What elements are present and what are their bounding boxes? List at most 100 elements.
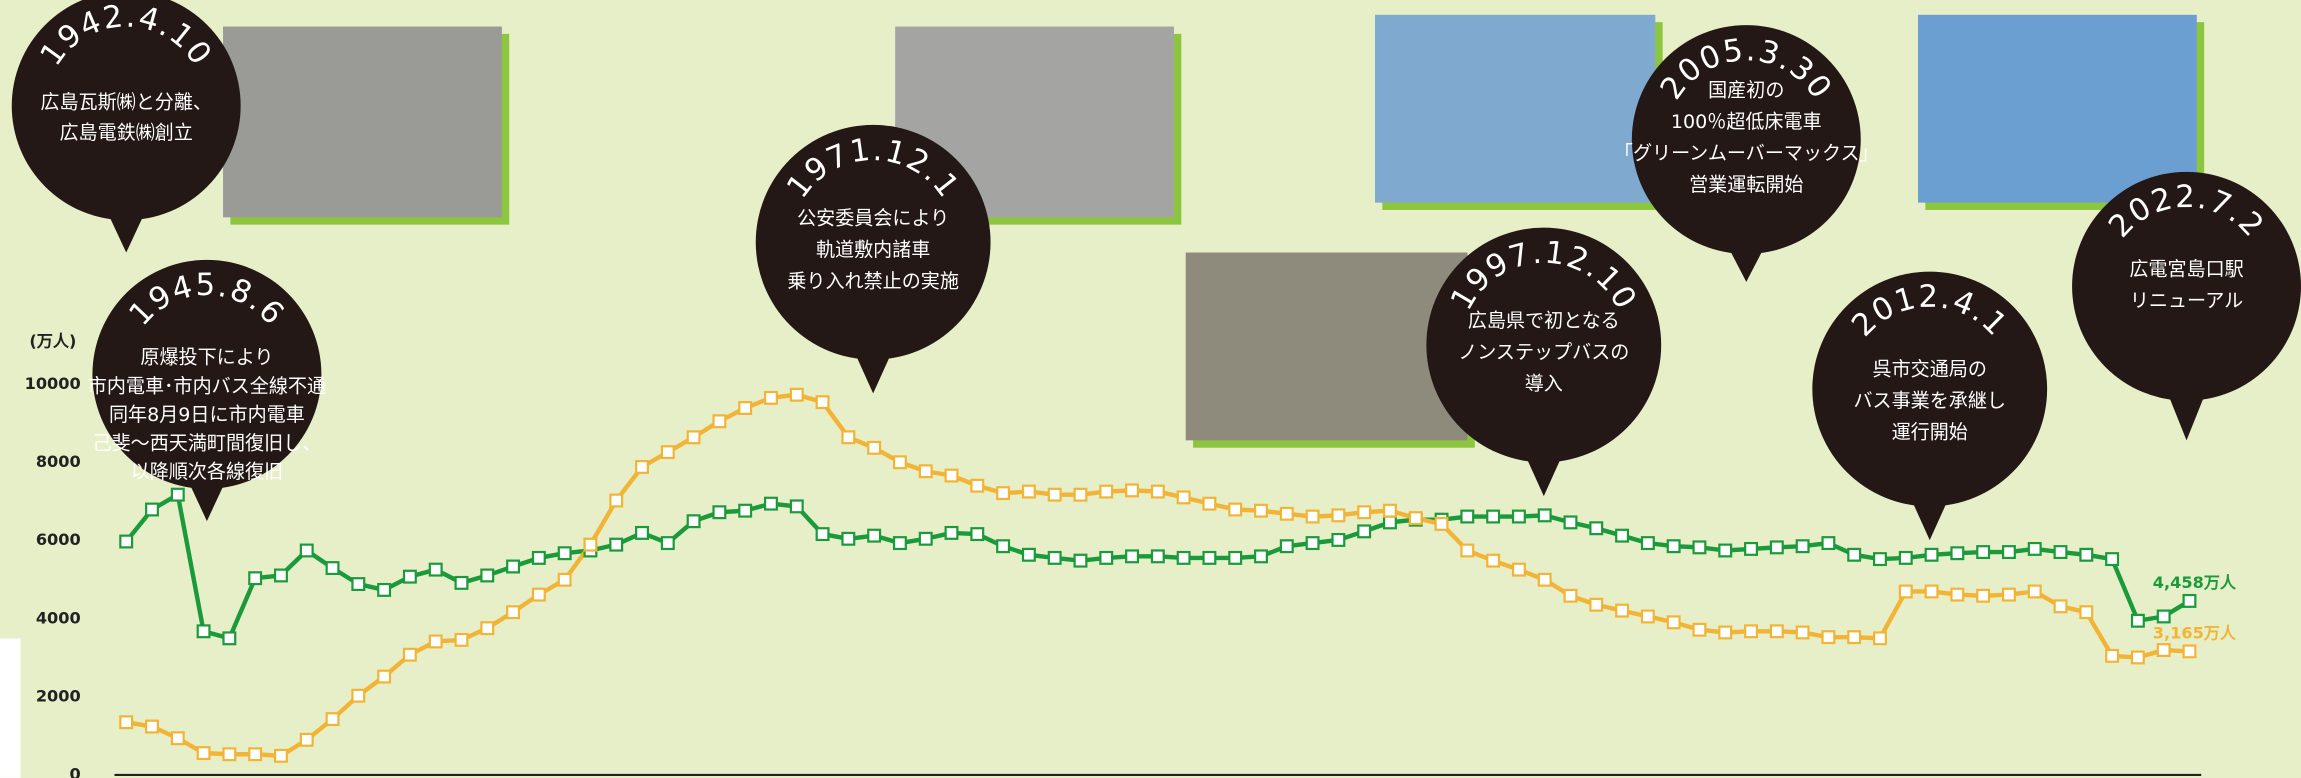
point-marker: [402, 647, 417, 662]
bubble: [2072, 171, 2301, 401]
point-marker: [1511, 562, 1526, 577]
point-marker: [1073, 553, 1088, 568]
point-marker: [841, 531, 856, 546]
y-tick-label: 4000: [36, 608, 81, 627]
annotation-text: 呉市交通局の: [1873, 358, 1987, 380]
point-marker: [738, 401, 753, 415]
point-marker: [2156, 609, 2171, 624]
point-marker: [222, 631, 237, 646]
point-marker: [815, 527, 830, 542]
point-marker: [944, 525, 959, 540]
point-marker: [1408, 511, 1423, 526]
annotation-text: 同年8月9日に市内電車: [109, 404, 305, 426]
y-tick-label: 2000: [36, 686, 81, 705]
point-marker: [1976, 545, 1991, 560]
point-marker: [1924, 547, 1939, 562]
point-marker: [1950, 546, 1965, 561]
point-marker: [712, 414, 727, 429]
point-marker: [2182, 644, 2197, 659]
point-marker: [454, 632, 469, 647]
point-marker: [1202, 496, 1217, 511]
point-marker: [454, 575, 469, 590]
point-marker: [377, 669, 392, 684]
point-marker: [1563, 588, 1578, 603]
bubble: [1631, 25, 1861, 254]
edge-panel: [0, 638, 21, 778]
point-marker: [996, 486, 1011, 501]
point-marker: [377, 582, 392, 597]
point-marker: [2001, 587, 2016, 602]
point-marker: [892, 536, 907, 551]
point-marker: [2027, 541, 2042, 556]
point-marker: [170, 487, 185, 502]
point-marker: [170, 731, 185, 746]
annotation-bubble: 2005.3.30国産初の100％超低床電車｢グリーンムーバーマックス｣営業運転…: [1623, 25, 1869, 282]
y-tick-label: 6000: [36, 530, 81, 549]
annotation-text: ｢グリーンムーバーマックス｣: [1623, 143, 1869, 165]
point-marker: [635, 525, 649, 540]
point-marker: [1125, 483, 1140, 498]
point-marker: [531, 587, 546, 602]
point-marker: [1228, 550, 1243, 565]
bubble: [1812, 271, 2048, 507]
point-marker: [764, 390, 778, 405]
point-marker: [583, 537, 598, 552]
point-marker: [1976, 588, 1991, 603]
point-marker: [1099, 484, 1114, 499]
bubble: [92, 259, 322, 489]
point-marker: [1305, 509, 1320, 524]
point-marker: [1099, 550, 1114, 565]
photo: [1185, 252, 1468, 441]
point-marker: [145, 719, 159, 734]
point-marker: [1176, 550, 1191, 565]
point-marker: [248, 747, 263, 762]
point-marker: [1873, 631, 1887, 646]
point-marker: [1924, 584, 1939, 599]
point-marker: [1692, 622, 1707, 637]
photo: [1375, 14, 1656, 203]
point-marker: [1744, 624, 1758, 639]
point-marker: [1434, 516, 1449, 531]
point-marker: [712, 505, 727, 520]
point-marker: [1821, 536, 1836, 551]
point-marker: [222, 747, 237, 762]
annotation-text: 運行開始: [1892, 422, 1968, 444]
point-marker: [1073, 487, 1088, 502]
y-tick-label: 0: [69, 764, 80, 778]
point-marker: [2053, 599, 2068, 614]
point-marker: [119, 715, 134, 730]
point-marker: [1537, 572, 1552, 587]
point-marker: [402, 569, 417, 584]
point-marker: [1486, 553, 1501, 568]
point-marker: [1331, 508, 1346, 523]
point-marker: [1769, 624, 1784, 639]
point-marker: [2156, 643, 2171, 658]
point-marker: [1176, 490, 1191, 505]
point-marker: [1460, 543, 1475, 558]
point-marker: [944, 468, 959, 483]
point-marker: [248, 571, 263, 586]
point-marker: [738, 503, 753, 518]
point-marker: [867, 528, 882, 543]
annotation-text: 以降順次各線復旧: [131, 461, 284, 483]
point-marker: [1744, 541, 1758, 556]
point-marker: [1382, 503, 1397, 518]
point-marker: [273, 568, 288, 583]
annotation-text: 己斐〜西天満町間復旧し、: [93, 433, 322, 455]
point-marker: [1021, 547, 1036, 562]
point-marker: [635, 459, 649, 474]
annotation-text: ノンステップバスの: [1458, 342, 1629, 364]
value-label: 3,165万人: [2153, 623, 2237, 642]
point-marker: [1047, 487, 1062, 502]
point-marker: [1692, 540, 1707, 555]
point-marker: [1898, 584, 1913, 599]
point-marker: [119, 534, 134, 549]
point-marker: [686, 430, 701, 445]
point-marker: [557, 546, 572, 561]
point-marker: [609, 537, 624, 552]
